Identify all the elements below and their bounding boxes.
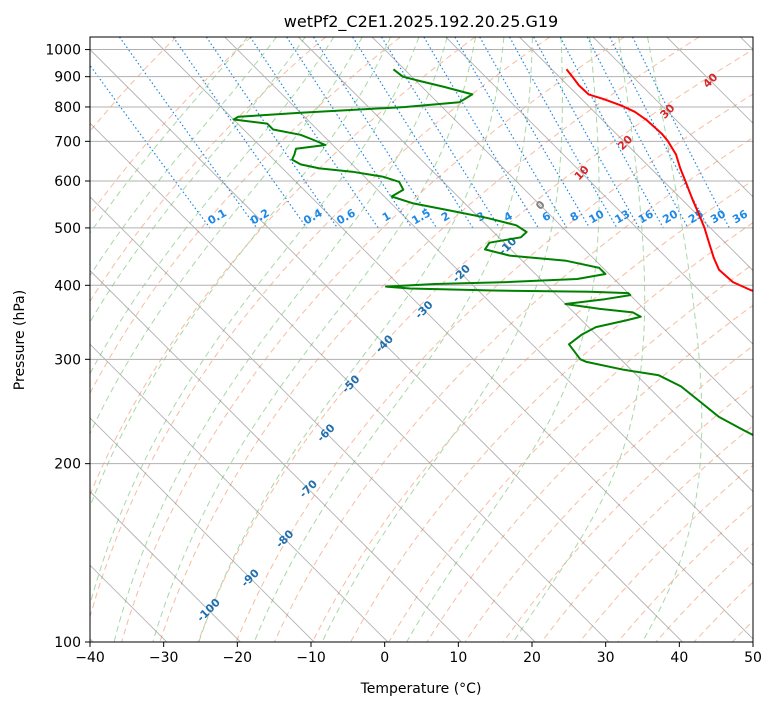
isotherm-line bbox=[445, 37, 753, 345]
isotherm-line bbox=[371, 37, 753, 419]
isotherm-line bbox=[224, 37, 753, 566]
temperature-profile-line bbox=[565, 68, 753, 292]
y-tick-label: 700 bbox=[54, 134, 81, 150]
x-axis: −40 −30 −20 −10 0 10 20 30 40 50 bbox=[75, 642, 762, 666]
dry-adiabat-line bbox=[159, 37, 700, 642]
x-tick-label: −40 bbox=[75, 650, 105, 666]
x-tick-label: 10 bbox=[449, 650, 467, 666]
x-tick-label: 50 bbox=[744, 650, 762, 666]
moist-adiabat-line bbox=[90, 37, 335, 375]
x-tick-label: 40 bbox=[670, 650, 688, 666]
mixing-ratio-line bbox=[249, 37, 379, 229]
mixing-ratio-line bbox=[533, 37, 640, 229]
x-tick-label: 30 bbox=[597, 650, 615, 666]
y-tick-label: 300 bbox=[54, 352, 81, 368]
chart-title: wetPf2_C2E1.2025.192.20.25.G19 bbox=[284, 12, 558, 32]
moist-adiabats bbox=[90, 37, 703, 642]
y-tick-label: 800 bbox=[54, 100, 81, 116]
dry-adiabat-line bbox=[90, 37, 327, 303]
mixing-ratio-line bbox=[286, 37, 413, 229]
dry-adiabat-line bbox=[90, 37, 252, 216]
plot-frame bbox=[89, 36, 754, 643]
mixing-ratio-line bbox=[312, 37, 438, 229]
moist-adiabat-line bbox=[90, 37, 277, 277]
mixing-ratio-line bbox=[119, 37, 258, 229]
isotherm-line bbox=[90, 490, 241, 642]
dry-adiabat-line bbox=[197, 49, 753, 642]
dry-adiabat-line bbox=[90, 37, 551, 619]
x-tick-label: −10 bbox=[296, 650, 326, 666]
y-axis: 100 200 300 400 500 600 700 800 900 1000 bbox=[45, 43, 90, 651]
dewpoint-profile-line bbox=[232, 68, 753, 437]
isotherm-line bbox=[90, 343, 389, 642]
mixing-ratio-line bbox=[352, 37, 474, 229]
moist-adiabat-line bbox=[198, 37, 505, 642]
isotherm-line bbox=[150, 37, 753, 640]
y-tick-label: 1000 bbox=[45, 43, 81, 59]
isotherm-line bbox=[90, 48, 683, 642]
moist-adiabat-line bbox=[90, 37, 391, 508]
y-tick-label: 900 bbox=[54, 70, 81, 86]
isotherms bbox=[90, 37, 753, 642]
y-tick-label: 200 bbox=[54, 457, 81, 473]
mixing-ratio-line bbox=[559, 37, 664, 229]
x-tick-label: 0 bbox=[380, 650, 389, 666]
moist-adiabat-line bbox=[253, 37, 533, 642]
dry-adiabat-line bbox=[502, 385, 753, 642]
mixing-ratio-line bbox=[632, 37, 730, 229]
moist-adiabat-line bbox=[512, 37, 646, 642]
isotherm-line bbox=[90, 269, 462, 642]
isotherm-line bbox=[298, 37, 753, 493]
moist-adiabat-line bbox=[113, 37, 448, 642]
series-lines bbox=[232, 68, 753, 437]
plot-area: -100-90-80-70-60-50-40-30-20-10010203040… bbox=[90, 37, 753, 642]
isotherm-line bbox=[90, 196, 536, 642]
isotherm-line bbox=[592, 37, 753, 198]
moist-adiabat-line bbox=[641, 37, 703, 642]
moist-adiabat-line bbox=[152, 37, 476, 642]
x-axis-label: Temperature (°C) bbox=[360, 681, 482, 697]
isotherm-line bbox=[519, 37, 753, 272]
dry-adiabat-line bbox=[273, 136, 753, 642]
moist-adiabat-line bbox=[90, 37, 248, 234]
mixing-ratio-line bbox=[509, 37, 618, 229]
mixing-ratio-line bbox=[381, 37, 501, 229]
x-tick-label: 20 bbox=[523, 650, 541, 666]
x-tick-label: −30 bbox=[149, 650, 179, 666]
moist-adiabat-line bbox=[90, 37, 363, 435]
mixing-ratio-lines bbox=[90, 37, 730, 229]
isotherm-line bbox=[90, 122, 610, 642]
x-tick-label: −20 bbox=[223, 650, 253, 666]
moist-adiabat-line bbox=[90, 37, 420, 607]
moist-adiabat-line bbox=[90, 37, 306, 323]
moist-adiabat-line bbox=[321, 37, 563, 642]
y-tick-label: 600 bbox=[54, 174, 81, 190]
isotherm-line bbox=[90, 417, 315, 642]
mixing-ratio-line bbox=[90, 64, 211, 229]
y-tick-label: 100 bbox=[54, 635, 81, 651]
mixing-ratio-line bbox=[205, 37, 338, 229]
dry-adiabat-line bbox=[311, 179, 753, 642]
dry-adiabat-line bbox=[235, 93, 753, 642]
y-tick-label: 500 bbox=[54, 221, 81, 237]
y-tick-label: 400 bbox=[54, 278, 81, 294]
y-axis-label: Pressure (hPa) bbox=[12, 290, 28, 390]
mixing-ratio-line bbox=[172, 37, 308, 229]
moist-adiabat-line bbox=[406, 37, 600, 642]
